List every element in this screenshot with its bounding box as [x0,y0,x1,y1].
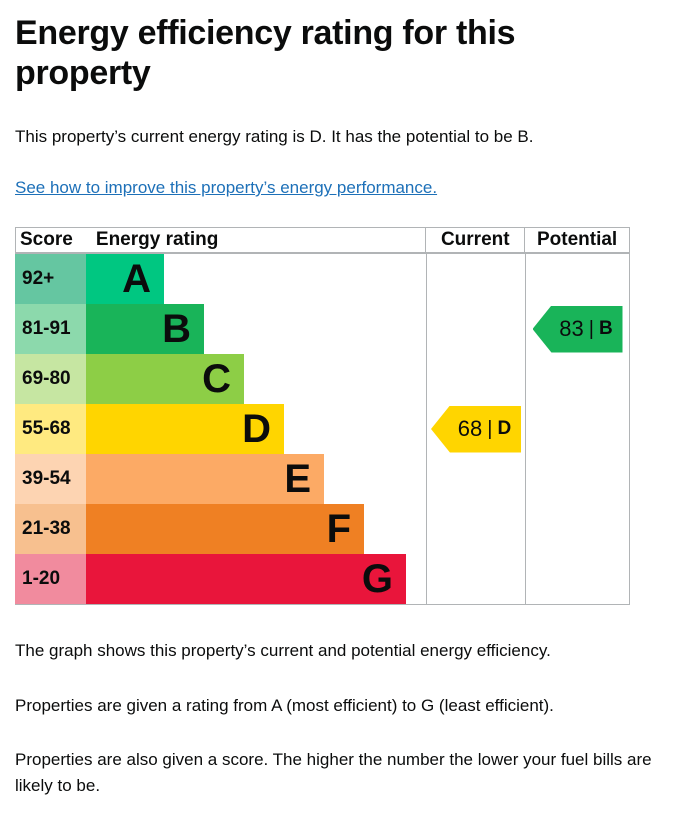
column-header-energy-rating: Energy rating [95,229,219,251]
band-score-range: 1-20 [15,554,86,605]
current-cell [426,504,525,555]
band-bar: E [86,454,324,505]
potential-cell [525,454,630,505]
band-bar: G [86,554,406,605]
chart-header-row: Score Energy rating Current Potential [15,228,630,255]
band-bar-track: B [86,304,426,355]
band-row-d: 55-68 D 68 | D [15,404,630,455]
band-score-range: 69-80 [15,354,86,405]
current-cell: 68 | D [426,404,525,455]
potential-rating-marker: 83 | B [532,305,623,353]
potential-cell: 83 | B [525,304,630,355]
column-header-current: Current [425,228,524,253]
band-letter: G [361,557,393,602]
band-score-range: 21-38 [15,504,86,555]
energy-rating-chart: Score Energy rating Current Potential 92… [15,227,630,606]
band-bar: D [86,404,284,455]
band-row-f: 21-38 F [15,504,630,555]
current-cell [426,454,525,505]
potential-cell [525,504,630,555]
band-score-range: 55-68 [15,404,86,455]
column-header-score: Score [20,229,73,251]
band-row-c: 69-80 C [15,354,630,405]
column-header-potential: Potential [524,228,629,253]
band-score-range: 92+ [15,254,86,305]
intro-text: This property’s current energy rating is… [15,126,534,146]
band-row-e: 39-54 E [15,454,630,505]
current-separator: | [487,417,493,440]
band-letter: F [326,507,351,552]
band-bar-track: E [86,454,426,505]
potential-cell [525,404,630,455]
band-bar: A [86,254,164,305]
band-bar-track: A [86,254,426,305]
potential-cell [525,354,630,405]
band-letter: A [122,257,151,302]
improve-performance-link[interactable]: See how to improve this property’s energ… [15,178,438,198]
graph-description-text: The graph shows this property’s current … [15,641,551,661]
potential-band-letter: B [598,318,613,340]
current-rating-marker: 68 | D [431,405,521,453]
current-cell [426,304,525,355]
current-cell [426,354,525,405]
band-bar: C [86,354,244,405]
band-bar: B [86,304,204,355]
band-score-range: 39-54 [15,454,86,505]
improve-link-row: See how to improve this property’s energ… [15,178,670,198]
page-title: Energy efficiency rating for this proper… [15,14,516,92]
band-letter: E [284,457,311,502]
band-letter: C [202,357,231,402]
potential-cell [525,554,630,605]
band-bar-track: F [86,504,426,555]
band-score-range: 81-91 [15,304,86,355]
band-bar-track: G [86,554,426,605]
band-letter: B [162,307,191,352]
score-explanation-text: Properties are also given a score. The h… [15,750,652,795]
current-cell [426,554,525,605]
band-letter: D [242,407,271,452]
potential-score-value: 83 [559,316,584,342]
current-score-value: 68 [457,416,483,442]
current-cell [426,254,525,305]
band-row-g: 1-20 G [15,554,630,605]
band-row-a: 92+ A [15,254,630,305]
band-bar: F [86,504,364,555]
band-bar-track: C [86,354,426,405]
rating-explanation-text: Properties are given a rating from A (mo… [15,695,554,715]
potential-separator: | [588,317,594,340]
band-row-b: 81-91 B 83 | B [15,304,630,355]
potential-cell [525,254,630,305]
current-band-letter: D [497,418,512,440]
band-bar-track: D [86,404,426,455]
